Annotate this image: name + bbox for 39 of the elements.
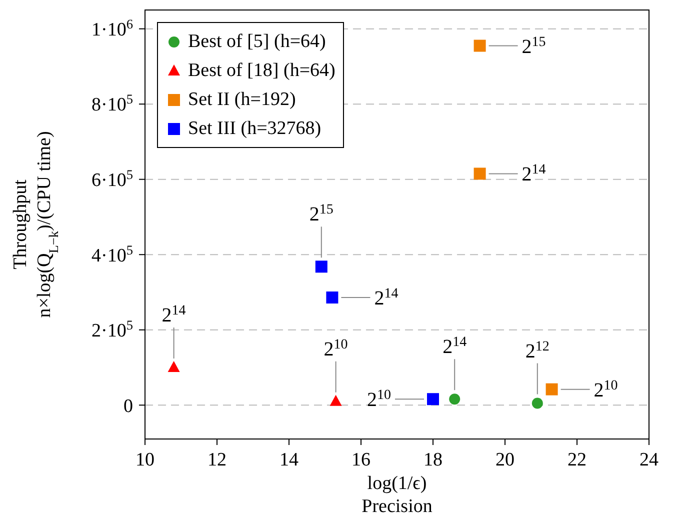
x-tick-label: 10 <box>136 449 154 470</box>
annotation: 2$^{10}$ <box>594 378 618 402</box>
x-tick-label: 22 <box>568 449 586 470</box>
annotation: 2$^{14}$ <box>162 303 186 326</box>
point <box>326 292 338 304</box>
point <box>449 394 460 405</box>
y-tick-label: 4·10$^{5}$ <box>92 242 134 266</box>
x-tick-label: 20 <box>496 449 514 470</box>
y-tick-label: 2·10$^{5}$ <box>92 317 134 342</box>
annotation: 2$^{14}$ <box>442 334 467 358</box>
annotation: 2$^{10}$ <box>367 388 391 412</box>
x-tick-label: 16 <box>352 449 370 470</box>
point <box>168 361 180 372</box>
annotation: 2$^{14}$ <box>374 286 398 310</box>
annotation: 2$^{15}$ <box>309 202 334 226</box>
x-axis-title: log(1/ϵ) Precision <box>362 473 433 517</box>
y-tick-label: 1·10$^{6}$ <box>92 16 134 40</box>
annotation: 2$^{15}$ <box>522 34 546 58</box>
annotation: 2$^{10}$ <box>324 336 348 360</box>
legend-label: Best of [18] (h=64) <box>188 59 336 83</box>
point <box>474 168 486 180</box>
point <box>474 40 486 52</box>
legend-label: Set III (h=32768) <box>188 117 322 141</box>
point <box>546 383 558 396</box>
point <box>427 393 439 406</box>
legend-label: Best of [5] (h=64) <box>188 30 326 54</box>
y-tick-label: 8·10$^{5}$ <box>92 91 134 116</box>
point <box>315 260 328 273</box>
point <box>330 394 342 406</box>
annotation: 2$^{14}$ <box>522 162 546 186</box>
y-tick-label: 6·10$^{5}$ <box>92 166 134 191</box>
y-tick-label: 0 <box>124 396 133 417</box>
annotation: 2$^{12}$ <box>525 338 550 362</box>
x-tick-label: 14 <box>280 449 299 470</box>
point <box>532 398 543 409</box>
x-tick-label: 18 <box>424 449 442 470</box>
x-tick-label: 12 <box>208 449 226 470</box>
x-tick-label: 24 <box>640 449 659 470</box>
legend-label: Set II (h=192) <box>188 88 296 112</box>
